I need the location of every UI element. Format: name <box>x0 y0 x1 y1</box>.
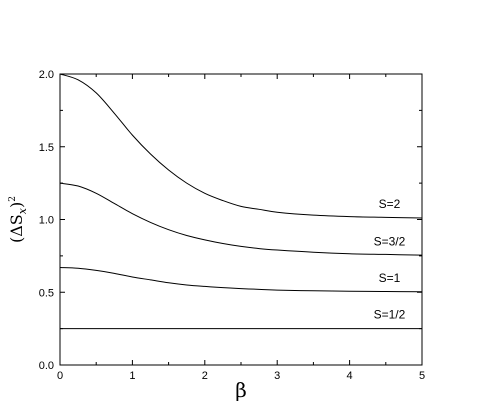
y-axis: 0.0 0.5 1.0 1.5 2.0 <box>39 69 422 372</box>
series-label: S=1/2 <box>374 307 406 321</box>
y-axis-title: (ΔSx)2 <box>7 196 29 243</box>
y-tick-label: 2.0 <box>39 69 54 81</box>
series-label: S=3/2 <box>374 235 406 249</box>
series-line <box>59 73 423 219</box>
x-axis: 0 1 2 3 4 5 <box>57 74 425 382</box>
y-axis-title-close: ) <box>7 202 26 208</box>
series-labels: S=2 S=3/2 S=1 S=1/2 <box>374 197 406 322</box>
plot-frame <box>59 73 423 366</box>
x-tick-label: 5 <box>419 370 425 382</box>
y-tick-label: 1.0 <box>39 215 54 227</box>
y-axis-title-subscript: x <box>16 207 29 214</box>
y-axis-title-superscript: 2 <box>8 196 18 202</box>
x-axis-title: β <box>235 378 247 402</box>
x-tick-label: 0 <box>57 370 63 382</box>
series-lines <box>59 73 423 330</box>
y-axis-title-main: (ΔS <box>7 214 26 243</box>
y-tick-label: 0.0 <box>39 360 54 372</box>
series-label: S=2 <box>379 197 401 211</box>
x-tick-label: 2 <box>202 370 208 382</box>
series-line <box>59 182 423 256</box>
x-tick-label: 1 <box>129 370 135 382</box>
y-tick-label: 1.5 <box>39 142 54 154</box>
series-line <box>59 267 423 293</box>
x-tick-label: 4 <box>347 370 353 382</box>
series-label: S=1 <box>379 271 401 285</box>
y-tick-label: 0.5 <box>39 287 54 299</box>
x-tick-label: 3 <box>274 370 280 382</box>
